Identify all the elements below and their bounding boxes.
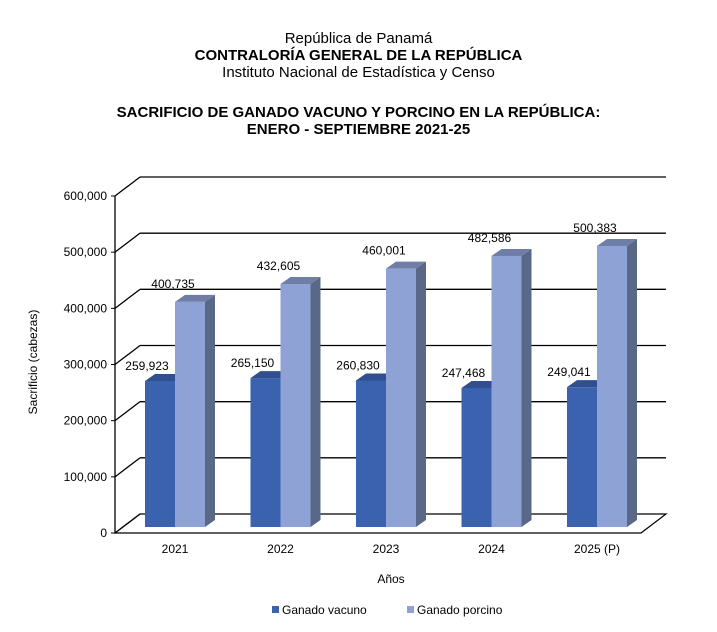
y-tick-label: 600,000 — [64, 189, 108, 203]
data-label: 259,923 — [125, 359, 169, 373]
bar-side — [521, 248, 532, 528]
gridline-side — [114, 513, 141, 534]
x-tick-label: 2023 — [373, 542, 400, 556]
y-tick-label: 500,000 — [64, 245, 108, 259]
bar-vacuno — [567, 387, 597, 527]
chart-title-line1: SACRIFICIO DE GANADO VACUNO Y PORCINO EN… — [116, 104, 601, 121]
bar-porcino — [175, 301, 205, 527]
data-label: 247,468 — [442, 366, 486, 380]
x-tick-label: 2022 — [267, 542, 294, 556]
x-axis-label: Años — [377, 572, 404, 586]
bar-top — [597, 238, 637, 246]
y-tick-label: 200,000 — [64, 414, 108, 428]
bar-porcino — [280, 284, 311, 527]
y-tick-label: 100,000 — [64, 470, 108, 484]
bar-side — [310, 277, 321, 527]
gridline-side — [114, 401, 141, 422]
bar-top — [491, 248, 532, 256]
y-tick-label: 0 — [100, 526, 107, 540]
gridline-side — [114, 288, 141, 309]
bar-porcino — [491, 255, 522, 528]
bar-vacuno — [250, 378, 281, 527]
y-axis-label: Sacrificio (cabezas) — [26, 310, 40, 415]
header-institute: Instituto Nacional de Estadística y Cens… — [222, 64, 495, 81]
bar-top — [386, 261, 426, 269]
bar-top — [175, 294, 215, 302]
header-institution: CONTRALORÍA GENERAL DE LA REPÚBLICA — [194, 47, 523, 64]
bar-vacuno — [461, 388, 492, 527]
gridline-side — [114, 344, 141, 366]
data-label: 432,605 — [257, 259, 301, 273]
legend-label: Ganado vacuno — [282, 603, 367, 617]
bar-vacuno — [145, 381, 175, 527]
bar-side — [416, 261, 426, 527]
legend-swatch-1 — [407, 606, 414, 613]
data-label: 265,150 — [231, 356, 275, 370]
x-tick-label: 2024 — [478, 542, 505, 556]
gridline-side — [114, 457, 141, 478]
data-label: 460,001 — [362, 244, 406, 258]
bar-porcino — [597, 245, 627, 528]
chart-title-line2: ENERO - SEPTIEMBRE 2021-25 — [246, 121, 471, 138]
legend-swatch-0 — [272, 606, 279, 613]
y-tick-label: 400,000 — [64, 301, 108, 315]
bar-side — [205, 294, 215, 527]
data-label: 500,383 — [573, 221, 617, 235]
data-label: 400,735 — [151, 277, 195, 291]
gridline-side — [114, 176, 141, 197]
x-tick-label: 2021 — [162, 542, 189, 556]
data-label: 249,041 — [547, 365, 591, 379]
bar-top — [280, 277, 321, 285]
data-label: 260,830 — [336, 359, 380, 373]
y-tick-label: 300,000 — [64, 358, 108, 372]
bar-vacuno — [356, 380, 386, 527]
bar-porcino — [386, 268, 416, 527]
data-label: 482,586 — [468, 231, 512, 245]
x-tick-label: 2025 (P) — [574, 542, 620, 556]
bar-side — [627, 238, 637, 528]
legend-label: Ganado porcino — [417, 603, 503, 617]
header-country: República de Panamá — [284, 30, 433, 47]
gridline-side — [114, 232, 141, 253]
